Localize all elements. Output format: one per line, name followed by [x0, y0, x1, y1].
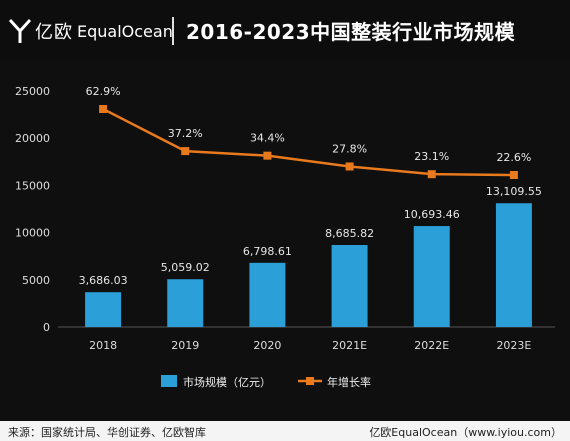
bar: [331, 245, 368, 327]
bar: [167, 279, 204, 327]
bar: [413, 226, 450, 327]
logo-icon: [8, 18, 32, 43]
y-tick-label: 20000: [15, 132, 50, 145]
brand-name-cn: 亿欧: [35, 22, 73, 43]
footer-bar: 来源：国家统计局、华创证券、亿欧智库 亿欧EqualOcean（www.iyio…: [0, 421, 570, 441]
y-tick-label: 15000: [15, 179, 50, 192]
bar-value-label: 6,798.61: [243, 245, 292, 258]
bar-value-label: 10,693.46: [404, 208, 460, 221]
x-tick-label: 2022E: [414, 339, 449, 352]
bar-value-label: 8,685.82: [325, 227, 374, 240]
bar-value-label: 3,686.03: [79, 274, 128, 287]
growth-rate-label: 37.2%: [168, 127, 203, 140]
chart-title: 2016-2023中国整装行业市场规模: [186, 20, 516, 44]
x-tick-label: 2018: [89, 339, 117, 352]
x-tick-label: 2020: [253, 339, 281, 352]
x-tick-label: 2021E: [332, 339, 367, 352]
legend-line-marker: [306, 377, 314, 385]
growth-rate-label: 34.4%: [250, 132, 285, 145]
growth-rate-point: [345, 162, 354, 171]
x-tick-label: 2023E: [496, 339, 531, 352]
y-tick-label: 25000: [15, 85, 50, 98]
y-tick-label: 0: [43, 321, 50, 334]
y-tick-label: 5000: [22, 274, 50, 287]
legend-bar-swatch: [161, 375, 177, 387]
growth-rate-label: 23.1%: [414, 150, 449, 163]
growth-rate-point: [427, 170, 436, 179]
combo-chart: 0 5000 10000 15000 20000 25000 3,686.03 2018 5,0…: [15, 85, 555, 389]
growth-rate-label: 27.8%: [332, 142, 367, 155]
growth-rate-point: [263, 151, 272, 160]
brand-name-en: EqualOcean: [77, 21, 173, 41]
header-divider: [172, 17, 174, 45]
legend-line-label: 年增长率: [327, 375, 371, 389]
x-tick-label: 2019: [171, 339, 199, 352]
legend-bar-label: 市场规模（亿元）: [183, 375, 271, 389]
bar: [495, 203, 532, 327]
growth-rate-label: 22.6%: [496, 151, 531, 164]
growth-rate-label: 62.9%: [86, 85, 121, 98]
growth-rate-point: [509, 171, 518, 179]
source-note: 来源：国家统计局、华创证券、亿欧智库: [8, 426, 206, 439]
bar-value-label: 13,109.55: [486, 185, 542, 198]
header: 亿欧 EqualOcean 2016-2023中国整装行业市场规模: [0, 0, 570, 60]
bar: [85, 292, 122, 327]
bar-value-label: 5,059.02: [161, 261, 210, 274]
growth-rate-line: [102, 107, 514, 177]
y-tick-label: 10000: [15, 227, 50, 240]
growth-rate-point: [181, 147, 190, 156]
chart-area: 0 5000 10000 15000 20000 25000 3,686.03 2018 5,0…: [0, 62, 570, 422]
bar: [249, 262, 286, 327]
brand-logo[interactable]: 亿欧 EqualOcean: [8, 13, 173, 49]
credit-note: 亿欧EqualOcean（www.iyiou.com）: [369, 426, 562, 439]
growth-rate-point: [99, 105, 108, 113]
